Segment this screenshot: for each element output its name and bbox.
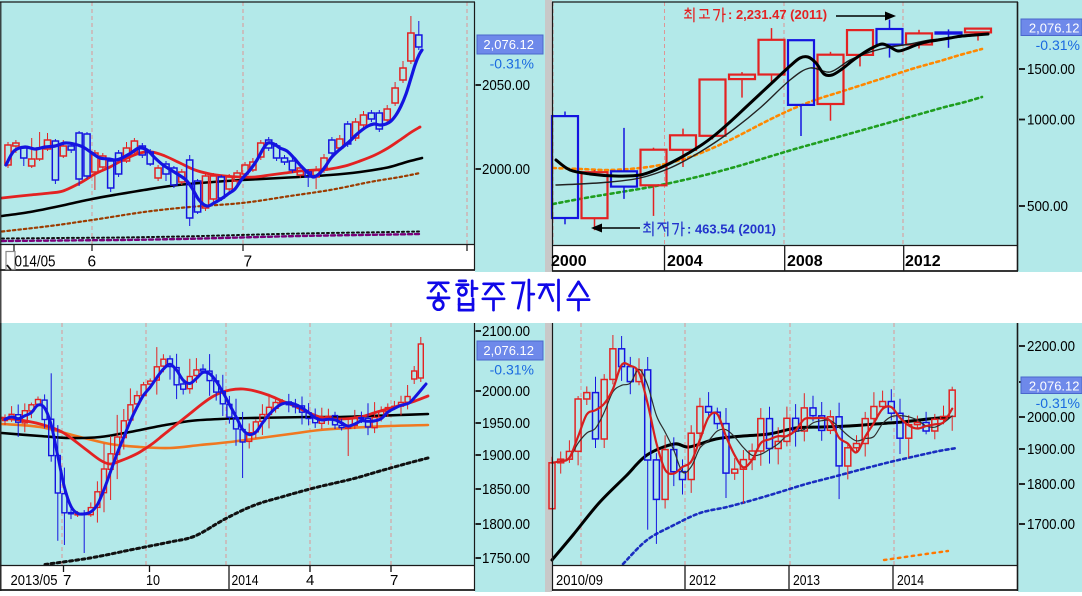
svg-text:1950.00: 1950.00 [482, 415, 530, 432]
svg-text:4: 4 [306, 572, 314, 589]
svg-text:2200.00: 2200.00 [1027, 338, 1075, 355]
svg-text:7: 7 [63, 572, 71, 589]
svg-text:2,076.12: 2,076.12 [483, 343, 534, 358]
svg-text:1750.00: 1750.00 [482, 550, 530, 567]
svg-text:-0.31%: -0.31% [490, 362, 534, 378]
svg-text:1900.00: 1900.00 [1027, 441, 1075, 458]
svg-text:1800.00: 1800.00 [482, 516, 530, 533]
svg-text:2100.00: 2100.00 [482, 323, 530, 340]
svg-text:2013/05: 2013/05 [11, 572, 58, 589]
svg-text:2004: 2004 [667, 253, 703, 270]
svg-text:10: 10 [146, 572, 160, 589]
svg-text:1000.00: 1000.00 [1027, 112, 1075, 129]
svg-text:2013: 2013 [793, 572, 820, 589]
svg-text:6: 6 [88, 254, 97, 271]
svg-text:1850.00: 1850.00 [482, 481, 530, 498]
svg-text:014/05: 014/05 [15, 254, 56, 271]
svg-text:2050.00: 2050.00 [482, 77, 530, 94]
svg-text:7: 7 [244, 254, 253, 271]
svg-text:2000.00: 2000.00 [1027, 409, 1075, 426]
svg-text:2010/09: 2010/09 [556, 572, 603, 589]
svg-text:2,076.12: 2,076.12 [1029, 379, 1080, 394]
svg-text:2000.00: 2000.00 [482, 161, 530, 178]
svg-text:1500.00: 1500.00 [1027, 61, 1075, 78]
svg-text:1700.00: 1700.00 [1027, 516, 1075, 533]
svg-text:2000.00: 2000.00 [482, 383, 530, 400]
svg-text:2014: 2014 [897, 572, 924, 589]
svg-text:-0.31%: -0.31% [490, 56, 534, 72]
svg-text:: 463.54 (2001): : 463.54 (2001) [687, 222, 776, 237]
svg-text:2,076.12: 2,076.12 [1029, 21, 1080, 36]
svg-text:2000: 2000 [551, 253, 587, 270]
svg-text:2012: 2012 [905, 253, 941, 270]
svg-text:500.00: 500.00 [1027, 198, 1068, 215]
svg-text:2014: 2014 [232, 572, 259, 589]
svg-text:: 2,231.47 (2011): : 2,231.47 (2011) [728, 7, 827, 22]
svg-text:1800.00: 1800.00 [1027, 476, 1075, 493]
svg-text:2008: 2008 [787, 253, 823, 270]
svg-text:7: 7 [390, 572, 398, 589]
svg-text:-0.31%: -0.31% [1036, 395, 1080, 411]
svg-text:-0.31%: -0.31% [1036, 37, 1080, 53]
svg-text:2012: 2012 [689, 572, 716, 589]
svg-text:2,076.12: 2,076.12 [483, 37, 534, 52]
svg-text:1900.00: 1900.00 [482, 447, 530, 464]
